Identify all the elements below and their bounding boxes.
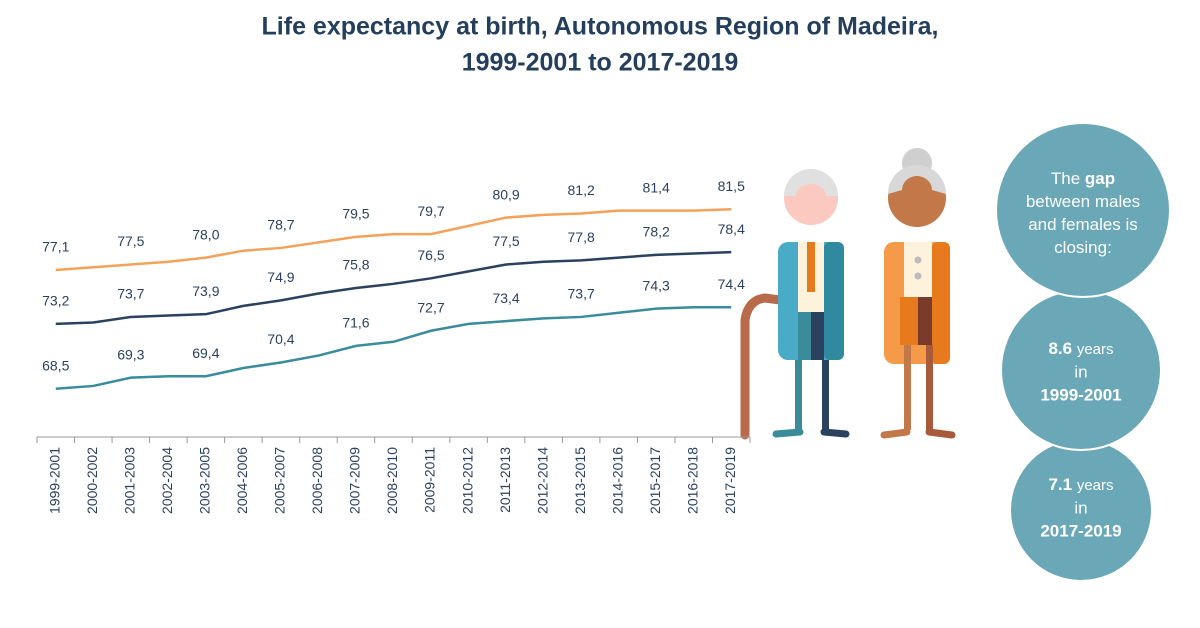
data-label: 74,3 <box>643 277 670 293</box>
series-line <box>55 250 732 326</box>
data-label: 75,8 <box>342 257 369 273</box>
data-label: 73,7 <box>568 286 595 302</box>
gap-value: 7.1 <box>1048 475 1072 494</box>
note-line: and females is <box>1028 215 1138 234</box>
gap-period: 1999-2001 <box>1040 385 1121 404</box>
x-tick-label: 2004-2006 <box>234 447 250 514</box>
note-text: The <box>1051 169 1080 188</box>
note-line: closing: <box>1054 238 1112 257</box>
bubble <box>995 122 1171 298</box>
data-label: 74,4 <box>718 276 745 292</box>
x-tick-label: 2016-2018 <box>684 447 700 514</box>
data-label: 77,5 <box>492 233 519 249</box>
note-text: between males and females is closing: <box>1026 192 1140 257</box>
x-tick-label: 2003-2005 <box>197 447 213 514</box>
x-tick-label: 2000-2002 <box>84 447 100 514</box>
data-label: 77,1 <box>42 239 69 255</box>
x-tick-label: 2002-2004 <box>159 447 175 514</box>
x-tick-label: 2015-2017 <box>647 447 663 514</box>
data-label: 79,7 <box>417 203 444 219</box>
data-label: 73,4 <box>492 290 519 306</box>
data-label: 78,4 <box>718 221 745 237</box>
data-label: 73,7 <box>117 286 144 302</box>
data-label: 77,8 <box>568 229 595 245</box>
data-label: 69,3 <box>117 346 144 362</box>
bubble <box>1011 440 1151 580</box>
data-label: 68,5 <box>42 357 69 373</box>
data-label: 70,4 <box>267 331 294 347</box>
x-tick-label: 2007-2009 <box>347 447 363 514</box>
note-line: between males <box>1026 192 1140 211</box>
series-line <box>55 208 732 272</box>
gap-word: in <box>1074 362 1087 381</box>
data-label: 69,4 <box>192 345 219 361</box>
data-label: 77,5 <box>117 233 144 249</box>
x-tick-label: 2011-2013 <box>497 447 513 513</box>
series-line <box>55 306 732 390</box>
data-label: 78,7 <box>267 217 294 233</box>
x-tick-label: 2014-2016 <box>609 447 625 514</box>
man-figure <box>740 169 850 440</box>
data-label: 78,2 <box>643 224 670 240</box>
gap-line: 8.6 years <box>1048 339 1113 358</box>
x-tick-label: 2010-2012 <box>459 447 475 514</box>
gap-word: in <box>1074 498 1087 517</box>
data-label: 73,9 <box>192 283 219 299</box>
woman-figure <box>880 148 956 439</box>
x-tick-label: 2008-2010 <box>384 447 400 514</box>
chart-subtitle: 1999-2001 to 2017-2019 <box>462 49 739 77</box>
gap-unit: years <box>1077 341 1114 358</box>
data-label: 78,0 <box>192 226 219 242</box>
note-bold: gap <box>1085 169 1115 188</box>
gap-line: 7.1 years <box>1048 475 1113 494</box>
data-label: 81,4 <box>643 179 670 195</box>
data-label: 81,5 <box>718 178 745 194</box>
x-tick-label: 1999-2001 <box>46 447 62 514</box>
data-label: 71,6 <box>342 315 369 331</box>
gap-period: 2017-2019 <box>1040 521 1121 540</box>
data-label: 72,7 <box>417 299 444 315</box>
data-label: 73,2 <box>42 293 69 309</box>
x-tick-label: 2013-2015 <box>572 447 588 514</box>
data-label: 76,5 <box>417 247 444 263</box>
data-label: 81,2 <box>568 182 595 198</box>
x-tick-label: 2017-2019 <box>722 447 738 514</box>
x-tick-label: 2009-2011 <box>422 447 438 513</box>
data-label: 79,5 <box>342 206 369 222</box>
gap-unit: years <box>1077 477 1114 494</box>
data-label: 74,9 <box>267 269 294 285</box>
data-label: 80,9 <box>492 186 519 202</box>
note: The gap <box>1051 169 1115 188</box>
x-tick-label: 2001-2003 <box>122 447 138 514</box>
chart-title: Life expectancy at birth, Autonomous Reg… <box>262 13 939 41</box>
x-tick-label: 2005-2007 <box>272 447 288 514</box>
x-tick-label: 2006-2008 <box>309 447 325 514</box>
x-tick-label: 2012-2014 <box>534 447 550 514</box>
gap-value: 8.6 <box>1048 339 1072 358</box>
